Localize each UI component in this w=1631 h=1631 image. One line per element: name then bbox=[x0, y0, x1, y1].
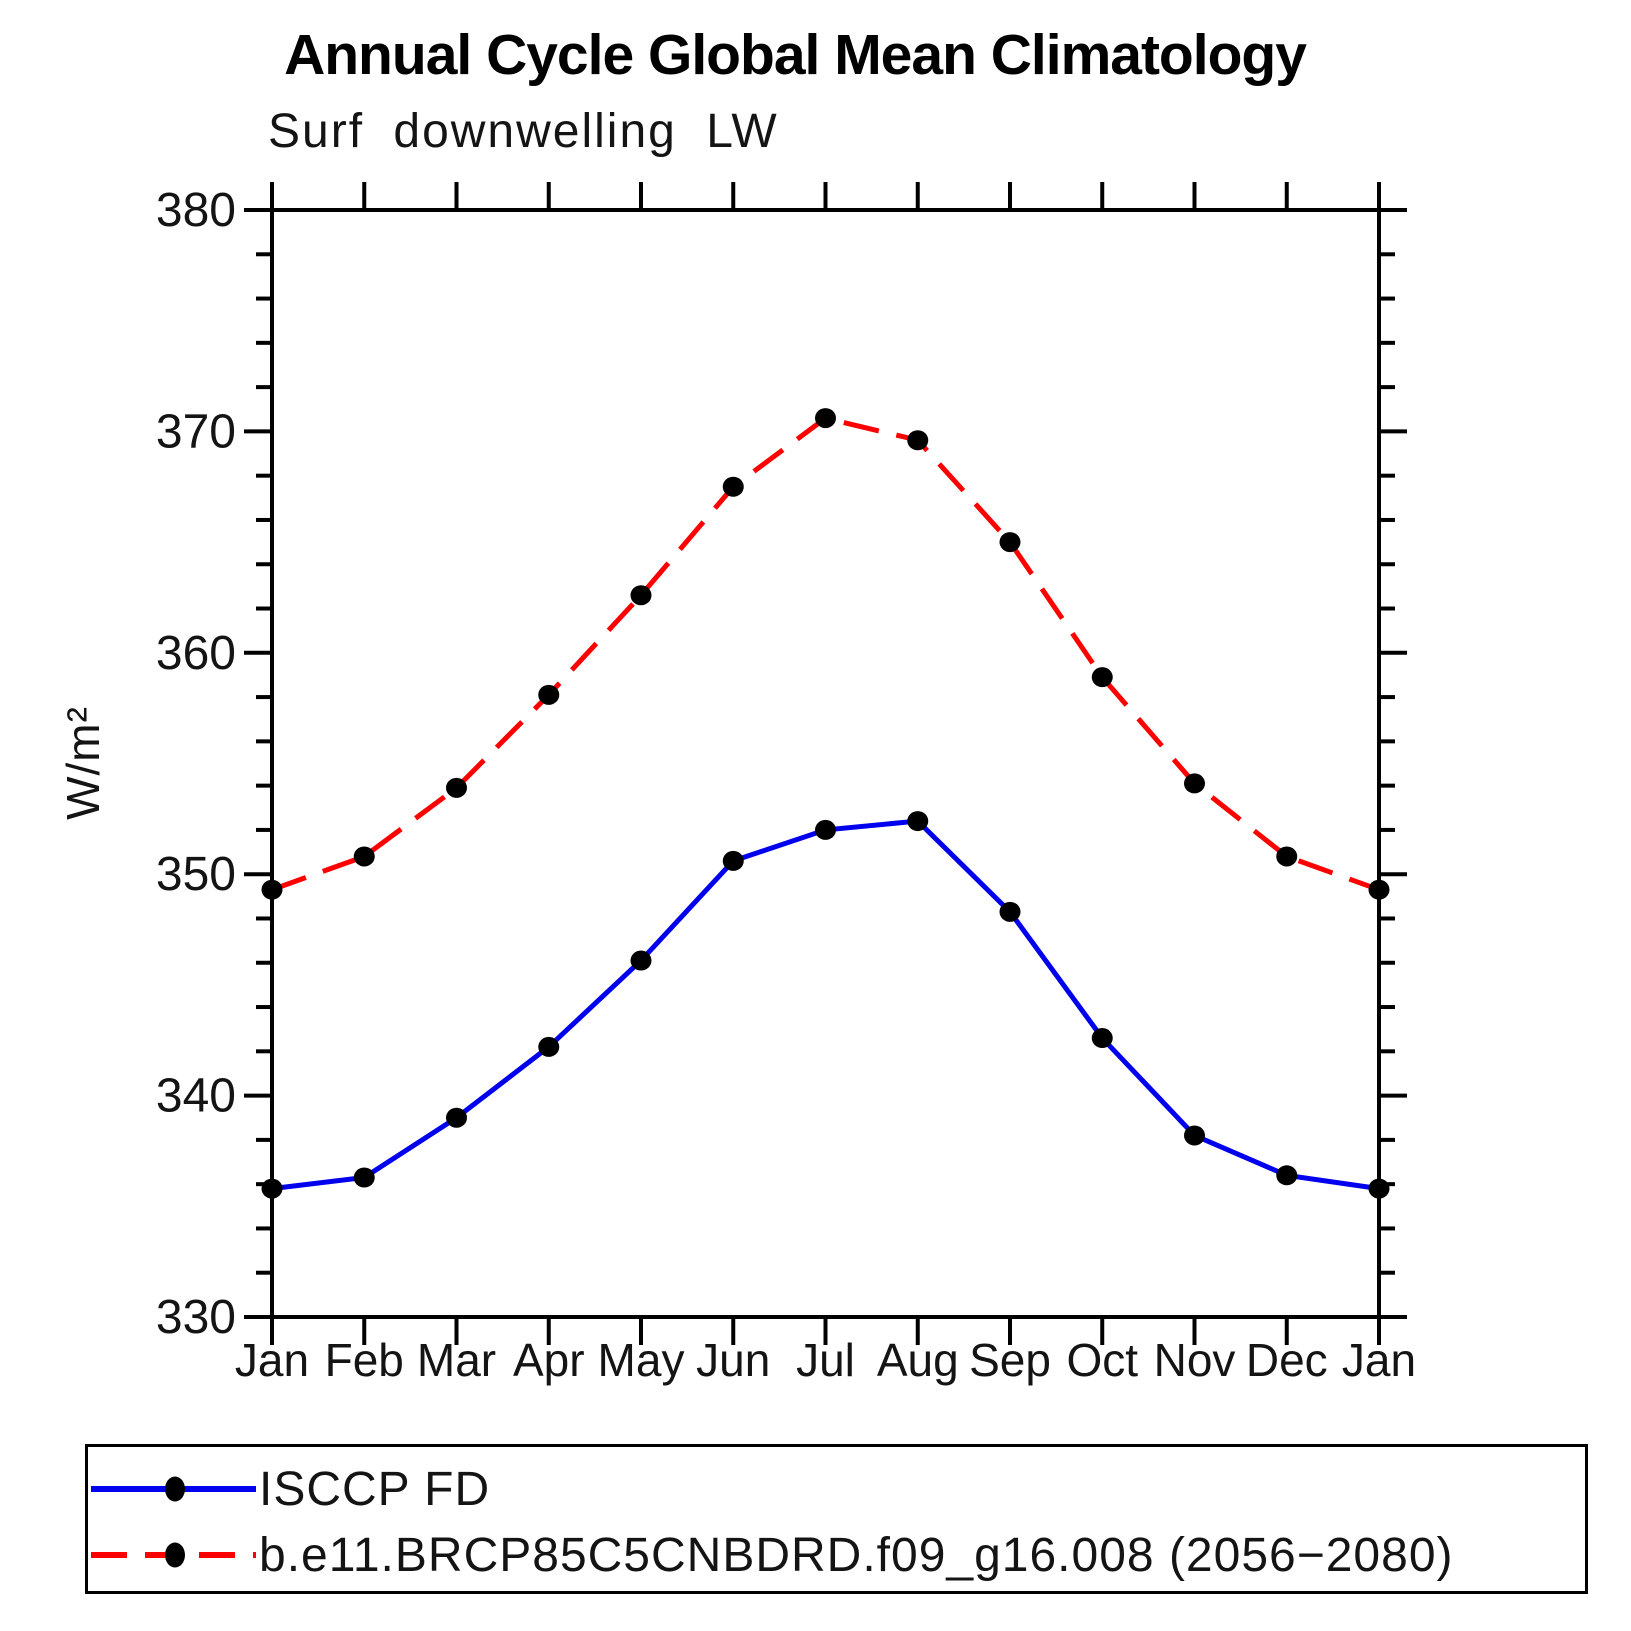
chart-title: Annual Cycle Global Mean Climatology bbox=[284, 23, 1307, 87]
x-tick-label: Feb bbox=[325, 1334, 404, 1386]
y-tick-label: 350 bbox=[156, 848, 236, 901]
data-point-marker bbox=[353, 1167, 375, 1188]
data-point-marker bbox=[722, 476, 744, 497]
legend-label: b.e11.BRCP85C5CNBDRD.f09_g16.008 (2056−2… bbox=[259, 1528, 1454, 1582]
plot-frame bbox=[270, 208, 1381, 1319]
data-point-marker bbox=[1368, 879, 1390, 900]
y-tick-label: 340 bbox=[156, 1070, 236, 1123]
data-point-marker bbox=[999, 901, 1021, 922]
legend-marker-icon bbox=[165, 1542, 185, 1568]
x-tick-label: Mar bbox=[417, 1334, 496, 1386]
series-line-isccp-fd bbox=[271, 818, 1380, 1192]
data-point-marker bbox=[1368, 1178, 1390, 1199]
data-point-marker bbox=[999, 532, 1021, 553]
data-point-marker bbox=[538, 1036, 560, 1057]
y-tick-label: 380 bbox=[156, 184, 236, 237]
data-point-marker bbox=[907, 430, 929, 451]
data-point-marker bbox=[630, 585, 652, 606]
data-point-marker bbox=[1091, 1028, 1113, 1049]
x-tick-label: Apr bbox=[513, 1334, 585, 1386]
data-point-marker bbox=[261, 1178, 283, 1199]
legend-line-sample-icon bbox=[91, 1535, 259, 1575]
x-tick-label: Oct bbox=[1066, 1334, 1138, 1386]
x-tick-label: Jul bbox=[796, 1334, 855, 1386]
legend-label: ISCCP FD bbox=[259, 1462, 491, 1516]
legend-entry-isccp-fd: ISCCP FD bbox=[88, 1463, 490, 1516]
data-point-marker bbox=[630, 950, 652, 971]
legend-line-sample-icon bbox=[91, 1469, 259, 1509]
data-point-marker bbox=[1276, 1165, 1298, 1186]
x-tick-label: Dec bbox=[1246, 1334, 1328, 1386]
x-tick-label: Jan bbox=[235, 1334, 309, 1386]
data-point-marker bbox=[261, 879, 283, 900]
x-tick-label: Aug bbox=[877, 1334, 959, 1386]
x-tick-label: Nov bbox=[1154, 1334, 1236, 1386]
data-point-marker bbox=[446, 1107, 467, 1128]
data-point-marker bbox=[538, 684, 560, 705]
x-tick-label: Jun bbox=[696, 1334, 770, 1386]
y-tick-label: 370 bbox=[156, 405, 236, 458]
x-tick-label: May bbox=[598, 1334, 685, 1386]
legend: ISCCP FD b.e11.BRCP85C5CNBDRD.f09_g16.00… bbox=[85, 1444, 1588, 1594]
data-point-marker bbox=[722, 850, 744, 871]
data-point-marker bbox=[815, 408, 836, 429]
legend-entry-model-run: b.e11.BRCP85C5CNBDRD.f09_g16.008 (2056−2… bbox=[88, 1529, 1454, 1582]
y-tick-label: 330 bbox=[156, 1291, 236, 1344]
data-point-marker bbox=[353, 846, 375, 867]
chart-subtitle: Surf downwelling LW bbox=[268, 105, 779, 158]
series-line-b-e11-brcp85c5cnbdrd-f09-g16-008-2056-2080 bbox=[271, 415, 1380, 893]
x-tick-label: Sep bbox=[969, 1334, 1051, 1386]
data-point-marker bbox=[1184, 1125, 1205, 1146]
y-tick-label: 360 bbox=[156, 627, 236, 680]
data-point-marker bbox=[1276, 846, 1298, 867]
data-point-marker bbox=[1091, 667, 1113, 688]
x-tick-label: Jan bbox=[1342, 1334, 1416, 1386]
data-point-marker bbox=[815, 819, 836, 840]
legend-marker-icon bbox=[165, 1476, 185, 1502]
data-point-marker bbox=[907, 811, 929, 832]
data-point-marker bbox=[1184, 773, 1205, 794]
data-point-marker bbox=[446, 777, 467, 798]
